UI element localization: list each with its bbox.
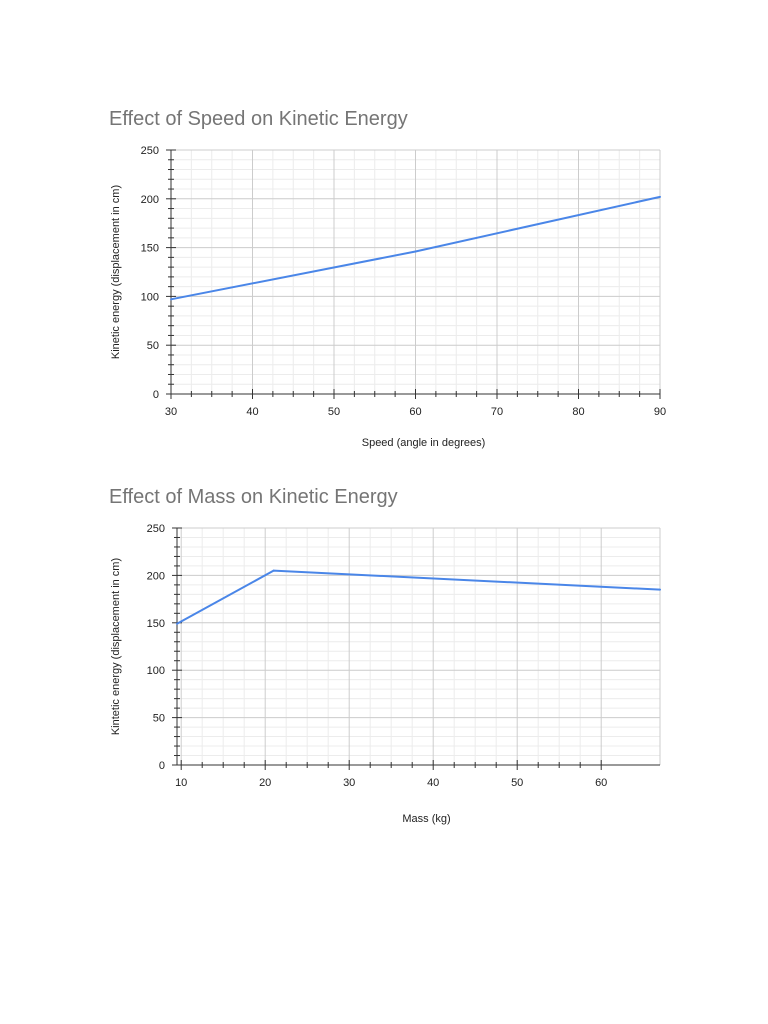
x-tick-label: 80 (572, 406, 584, 418)
x-tick-label: 20 (259, 777, 271, 789)
chart-title: Effect of Speed on Kinetic Energy (109, 108, 408, 130)
major-gridlines (177, 527, 661, 766)
x-tick-label: 40 (246, 406, 258, 418)
x-tick-label: 60 (595, 777, 607, 789)
y-tick-label: 50 (153, 713, 165, 725)
x-tick-label: 30 (165, 406, 177, 418)
x-tick-label: 30 (343, 777, 355, 789)
x-axis-title: Mass (kg) (402, 813, 450, 825)
data-point (659, 588, 661, 591)
y-axis-title: Kintetic energy (displacement in cm) (110, 558, 122, 735)
y-tick-label: 150 (141, 243, 159, 255)
y-tick-label: 100 (147, 665, 165, 677)
y-tick-label: 0 (159, 760, 165, 772)
data-point (414, 250, 417, 253)
y-tick-label: 200 (147, 570, 165, 582)
major-gridlines (170, 149, 661, 395)
y-tick-label: 250 (147, 523, 165, 535)
y-axis-title: Kinetic energy (displacement in cm) (110, 185, 122, 359)
speed-chart-plot: 30 40 50 60 70 80 90 0 50 100 150 200 250 Speed (angl… (110, 145, 666, 449)
data-point (659, 195, 661, 198)
axes (166, 149, 661, 399)
chart-title: Effect of Mass on Kinetic Energy (109, 486, 398, 508)
y-tick-label: 50 (147, 340, 159, 352)
x-tick-label: 40 (427, 777, 439, 789)
y-tick-label: 250 (141, 145, 159, 157)
data-point (176, 622, 178, 625)
x-tick-label: 10 (175, 777, 187, 789)
data-point (170, 298, 172, 301)
minor-gridlines (177, 528, 660, 765)
x-tick-label: 50 (511, 777, 523, 789)
data-point (272, 569, 275, 572)
y-tick-label: 150 (147, 618, 165, 630)
y-tick-label: 100 (141, 291, 159, 303)
x-tick-label: 60 (409, 406, 421, 418)
y-tick-label: 0 (153, 389, 159, 401)
axes (172, 527, 660, 770)
x-tick-label: 50 (328, 406, 340, 418)
y-tick-label: 200 (141, 194, 159, 206)
x-tick-label: 90 (654, 406, 666, 418)
x-tick-label: 70 (491, 406, 503, 418)
x-axis-title: Speed (angle in degrees) (362, 437, 486, 449)
mass-chart: Effect of Mass on Kinetic Energy 10 20 30 4… (0, 478, 768, 838)
series-line (176, 569, 661, 625)
mass-chart-plot: 10 20 30 40 50 60 0 50 100 150 200 250 Mass (kg) Kint… (110, 523, 661, 825)
speed-chart: Effect of Speed on Kinetic Energy 30 40 50… (0, 100, 768, 460)
